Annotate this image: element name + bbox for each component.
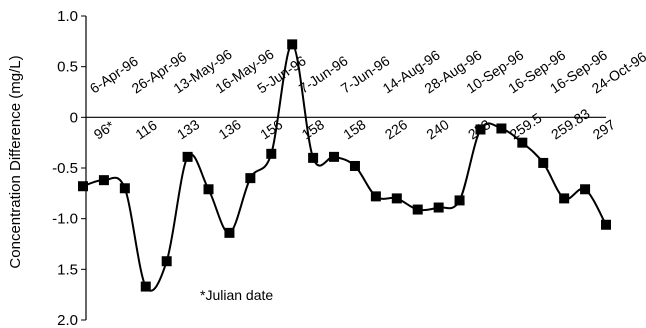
data-point — [266, 148, 277, 159]
data-point — [391, 193, 402, 204]
y-tick-label: 2.0 — [57, 312, 78, 328]
julian-day-label: 259.83 — [548, 105, 593, 142]
data-point — [433, 202, 444, 213]
y-tick-label: -0.5 — [52, 160, 78, 177]
data-point — [329, 151, 340, 162]
julian-day-label: 158 — [299, 116, 327, 142]
data-point — [601, 219, 611, 230]
data-point — [370, 191, 381, 202]
julian-day-label: 297 — [590, 116, 618, 142]
julian-day-label: 253 — [465, 116, 493, 142]
julian-day-label: 133 — [174, 116, 202, 142]
y-tick-label: 1.5 — [57, 261, 78, 278]
data-point — [182, 151, 193, 162]
data-point — [140, 281, 151, 292]
data-point — [349, 160, 360, 171]
y-axis-label: Concentration Difference (mg/L) — [7, 55, 24, 268]
data-point — [78, 181, 88, 192]
y-tick-label: 0.5 — [57, 59, 78, 76]
y-tick-label: 0 — [70, 109, 78, 126]
y-tick-label: -1.0 — [52, 211, 78, 228]
julian-day-label: 116 — [132, 117, 160, 143]
data-point — [559, 193, 570, 204]
data-point — [496, 123, 507, 134]
julian-date-note: *Julian date — [200, 287, 273, 303]
data-point — [454, 195, 465, 206]
y-tick-label: 1.0 — [57, 8, 78, 25]
data-point — [98, 175, 109, 186]
julian-labels: 96* 116 133 136 156 158 158 226 240 253 259.5 259.8… — [91, 105, 618, 142]
julian-day-label: 96* — [91, 117, 118, 142]
julian-day-label: 158 — [340, 116, 368, 142]
y-axis-ticks: 1.0 0.5 0 -0.5 -1.0 1.5 2.0 — [52, 8, 86, 328]
julian-day-label: 259.5 — [507, 110, 545, 143]
julian-day-label: 226 — [382, 116, 410, 142]
julian-day-label: 156 — [257, 116, 285, 142]
series-markers — [78, 39, 611, 292]
data-point — [119, 183, 130, 194]
data-point — [161, 256, 172, 267]
data-point — [287, 39, 298, 50]
data-point — [308, 152, 319, 163]
data-point — [203, 184, 214, 195]
data-point — [412, 204, 423, 215]
data-point — [517, 137, 528, 148]
date-labels: 6-Apr-9626-Apr-9613-May-9616-May-965-Jun… — [87, 46, 646, 97]
data-point — [245, 173, 256, 184]
data-point — [580, 184, 591, 195]
julian-day-label: 136 — [215, 116, 243, 142]
data-point — [538, 157, 549, 168]
data-point — [475, 124, 486, 135]
data-point — [224, 227, 235, 238]
julian-day-label: 240 — [423, 116, 451, 142]
